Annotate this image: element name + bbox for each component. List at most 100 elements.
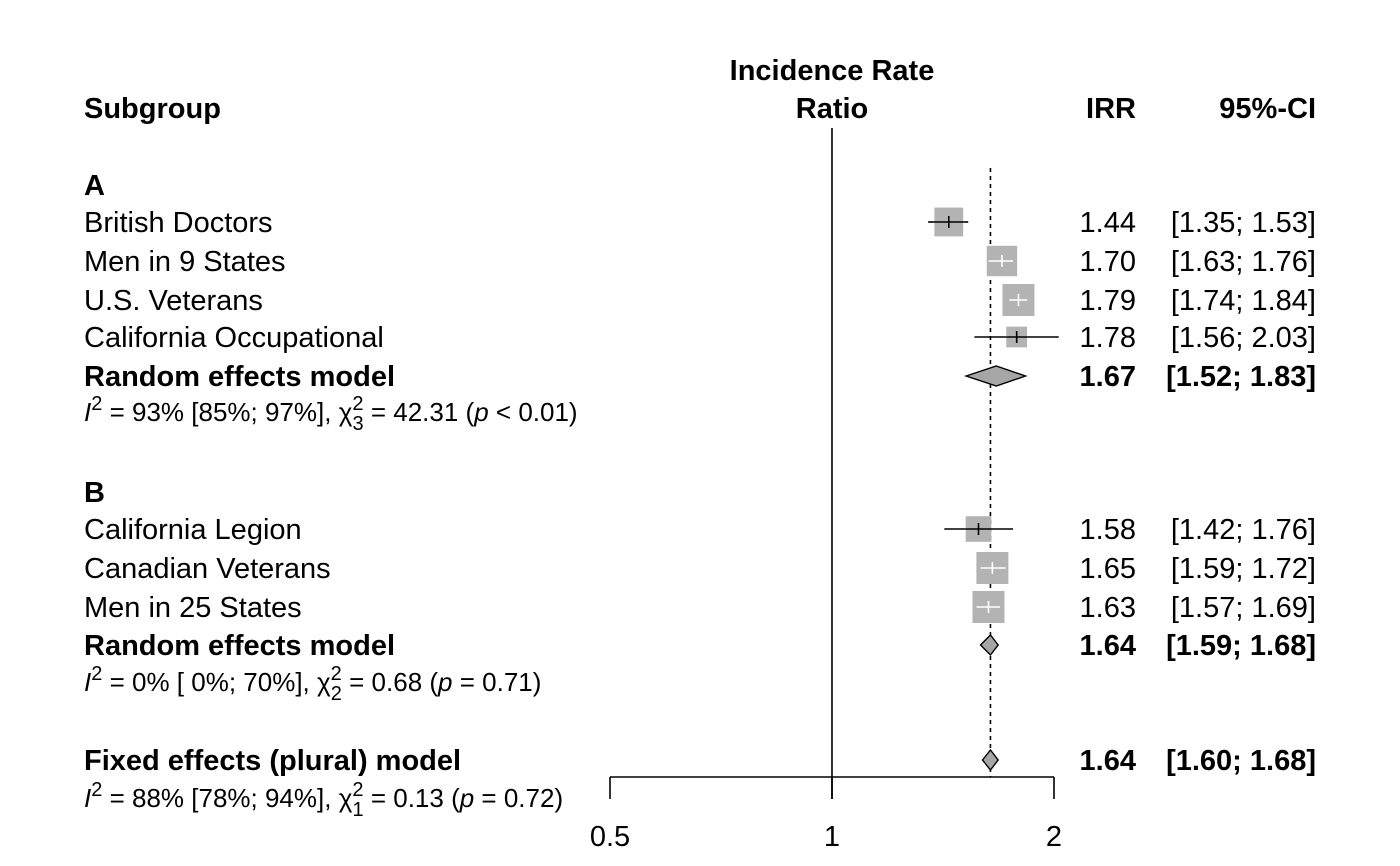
het-equals: = (364, 783, 394, 813)
het-chi-symbol: χ (339, 397, 353, 427)
pooled-estimate: 1.64 (1080, 630, 1136, 662)
x-tick-label: 1 (824, 821, 840, 853)
pooled-row: Random effects model 1.67 [1.52; 1.83] (84, 361, 1316, 393)
study-name: U.S. Veterans (84, 285, 263, 317)
study-name: Canadian Veterans (84, 553, 331, 585)
study-estimate: 1.70 (1080, 246, 1136, 278)
het-sep: , (303, 667, 317, 697)
subgroup-label: B (84, 477, 105, 509)
study-name: Men in 25 States (84, 592, 302, 624)
study-row: British Doctors 1.44 [1.35; 1.53] (84, 207, 1316, 239)
het-chi-superscript: 2 (352, 393, 363, 415)
het-i-symbol: I (84, 667, 91, 697)
forest-rows: A British Doctors 1.44 [1.35; 1.53] Men in 9… (84, 170, 1316, 821)
pooled-row: Random effects model 1.64 [1.59; 1.68] (84, 630, 1316, 662)
het-equals: = (102, 667, 132, 697)
het-paren: ( (422, 667, 438, 697)
pooled-estimate: 1.67 (1080, 361, 1136, 393)
het-paren: ( (458, 397, 474, 427)
heterogeneity-stats: I2 = 93% [85%; 97%], χ2 3 = 42.31 (p < 0.… (84, 393, 578, 435)
het-chi2-value: 0.68 (372, 667, 423, 697)
het-paren: ( (444, 783, 460, 813)
het-p-symbol: p (473, 397, 488, 427)
het-p-symbol: p (459, 783, 474, 813)
study-ci: [1.57; 1.69] (1171, 592, 1316, 624)
het-chi2-value: 42.31 (393, 397, 458, 427)
het-chi-superscript: 2 (352, 779, 363, 801)
x-tick-label: 0.5 (590, 821, 630, 853)
het-p-value: 0.71 (482, 667, 533, 697)
study-ci: [1.63; 1.76] (1171, 246, 1316, 278)
heterogeneity-stats: I2 = 88% [78%; 94%], χ2 1 = 0.13 (p = 0.7… (84, 779, 563, 821)
het-equals: = (102, 397, 132, 427)
study-row: Men in 25 States 1.63 [1.57; 1.69] (84, 591, 1316, 624)
study-row: California Occupational 1.78 [1.56; 2.03] (84, 322, 1316, 354)
het-chi-symbol: χ (317, 667, 331, 697)
study-row: Men in 9 States 1.70 [1.63; 1.76] (84, 245, 1316, 278)
study-ci: [1.56; 2.03] (1171, 322, 1316, 354)
study-ci: [1.42; 1.76] (1171, 514, 1316, 546)
het-i2-value: 0% [ 0%; 70%] (132, 667, 303, 697)
pooled-diamond (981, 748, 1000, 772)
study-name: Men in 9 States (84, 246, 286, 278)
overall-model-name: Fixed effects (plural) model (84, 745, 461, 777)
het-p-value: 0.01 (518, 397, 569, 427)
study-name: California Occupational (84, 322, 384, 354)
study-ci: [1.74; 1.84] (1171, 285, 1316, 317)
het-equals: = (364, 397, 394, 427)
header-ci: 95%-CI (1219, 93, 1316, 125)
pooled-row: Fixed effects (plural) model 1.64 [1.60; 1… (84, 745, 1316, 777)
pooled-diamond (963, 365, 1028, 387)
het-paren: ) (554, 783, 563, 813)
study-name: California Legion (84, 514, 302, 546)
study-estimate: 1.63 (1080, 592, 1136, 624)
het-p-relation: < (489, 397, 519, 427)
het-i2-value: 88% [78%; 94%] (132, 783, 324, 813)
study-row: California Legion 1.58 [1.42; 1.76] (84, 514, 1316, 546)
pooled-estimate: 1.64 (1080, 745, 1136, 777)
pooled-ci: [1.52; 1.83] (1166, 361, 1316, 393)
x-tick-label: 2 (1046, 821, 1062, 853)
study-ci: [1.35; 1.53] (1171, 207, 1316, 239)
het-p-symbol: p (437, 667, 452, 697)
heterogeneity-stats: I2 = 0% [ 0%; 70%], χ2 2 = 0.68 (p = 0.71… (84, 663, 541, 705)
het-equals: = (102, 783, 132, 813)
het-paren: ) (533, 667, 542, 697)
x-axis-ticks: 0.5 1 2 (590, 777, 1062, 853)
study-estimate: 1.79 (1080, 285, 1136, 317)
het-superscript: 2 (91, 779, 102, 801)
het-i-symbol: I (84, 783, 91, 813)
pooled-diamond (979, 633, 1000, 657)
het-df: 2 (331, 683, 342, 705)
header-effect-line2: Ratio (796, 93, 869, 125)
subgroup-label: A (84, 170, 105, 202)
pooled-model-name: Random effects model (84, 630, 395, 662)
het-paren: ) (569, 397, 578, 427)
x-axis: 0.5 1 2 (590, 776, 1062, 853)
header-subgroup: Subgroup (84, 93, 221, 125)
header-effect-line1: Incidence Rate (730, 55, 935, 87)
het-i2-value: 93% [85%; 97%] (132, 397, 324, 427)
study-estimate: 1.44 (1080, 207, 1136, 239)
pooled-model-name: Random effects model (84, 361, 395, 393)
header-estimate: IRR (1086, 93, 1136, 125)
het-chi-symbol: χ (339, 783, 353, 813)
het-sep: , (324, 397, 338, 427)
het-p-relation: = (474, 783, 504, 813)
het-sep: , (324, 783, 338, 813)
study-estimate: 1.58 (1080, 514, 1136, 546)
het-df: 1 (352, 799, 363, 821)
het-df: 3 (352, 413, 363, 435)
het-p-value: 0.72 (504, 783, 555, 813)
study-ci: [1.59; 1.72] (1171, 553, 1316, 585)
pooled-ci: [1.59; 1.68] (1166, 630, 1316, 662)
study-name: British Doctors (84, 207, 273, 239)
study-row: Canadian Veterans 1.65 [1.59; 1.72] (84, 552, 1316, 585)
pooled-ci: [1.60; 1.68] (1166, 745, 1316, 777)
het-superscript: 2 (91, 393, 102, 415)
het-chi2-value: 0.13 (393, 783, 444, 813)
het-superscript: 2 (91, 663, 102, 685)
het-p-relation: = (453, 667, 483, 697)
het-i-symbol: I (84, 397, 91, 427)
